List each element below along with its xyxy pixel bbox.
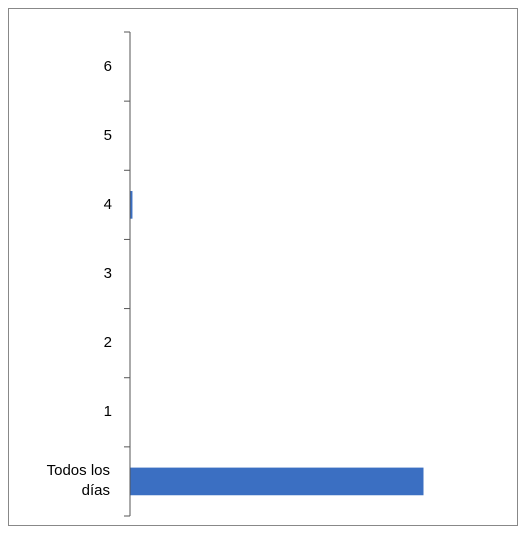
y-tick-label: Todos los días <box>46 462 110 500</box>
bar <box>130 467 424 496</box>
y-tick-label: 6 <box>103 57 112 75</box>
y-tick-label: 2 <box>103 334 112 352</box>
y-tick-label: 1 <box>103 403 112 421</box>
y-tick-label: 5 <box>103 126 112 144</box>
chart-frame <box>8 8 518 526</box>
y-tick-label: 3 <box>103 265 112 282</box>
y-tick-label: 4 <box>103 195 112 213</box>
bar <box>130 191 133 219</box>
